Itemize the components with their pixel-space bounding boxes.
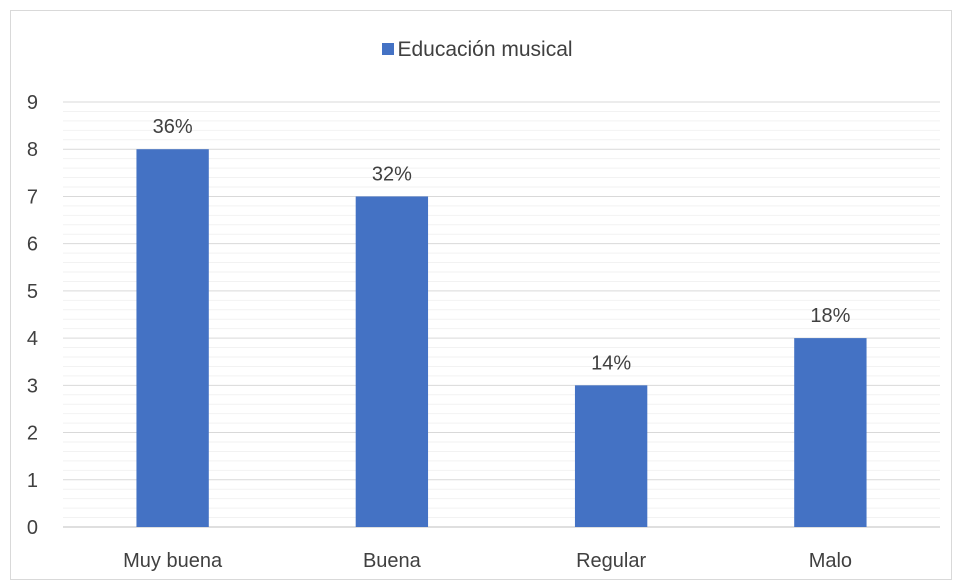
y-tick-label: 0 — [27, 517, 38, 539]
data-label: 32% — [372, 163, 412, 185]
y-tick-label: 8 — [27, 139, 38, 161]
y-tick-label: 7 — [27, 186, 38, 208]
y-tick-label: 1 — [27, 470, 38, 492]
bars — [136, 149, 867, 527]
legend-label: Educación musical — [397, 38, 573, 61]
data-labels: 36% 32% 14% 18% — [153, 116, 851, 374]
bar — [574, 385, 648, 527]
y-tick-label: 4 — [27, 328, 38, 350]
data-label: 18% — [810, 305, 850, 327]
y-tick-label: 5 — [27, 281, 38, 303]
bar — [355, 196, 429, 527]
x-axis-labels: Muy buena Buena Regular Malo — [123, 550, 852, 572]
data-label: 14% — [591, 352, 631, 374]
x-tick-label: Muy buena — [123, 550, 223, 572]
bar — [136, 149, 209, 527]
x-tick-label: Buena — [363, 550, 422, 572]
y-tick-label: 9 — [27, 92, 38, 114]
gridlines — [63, 101, 940, 528]
legend: Educación musical — [0, 38, 955, 62]
legend-swatch — [382, 43, 395, 55]
y-tick-label: 6 — [27, 234, 38, 256]
data-label: 36% — [153, 116, 193, 138]
x-tick-label: Malo — [809, 550, 852, 572]
y-tick-label: 2 — [27, 423, 38, 445]
y-axis-ticks: 0 1 2 3 4 5 6 7 8 9 — [27, 92, 38, 539]
bar — [794, 338, 867, 527]
y-tick-label: 3 — [27, 375, 38, 397]
x-tick-label: Regular — [576, 550, 646, 572]
